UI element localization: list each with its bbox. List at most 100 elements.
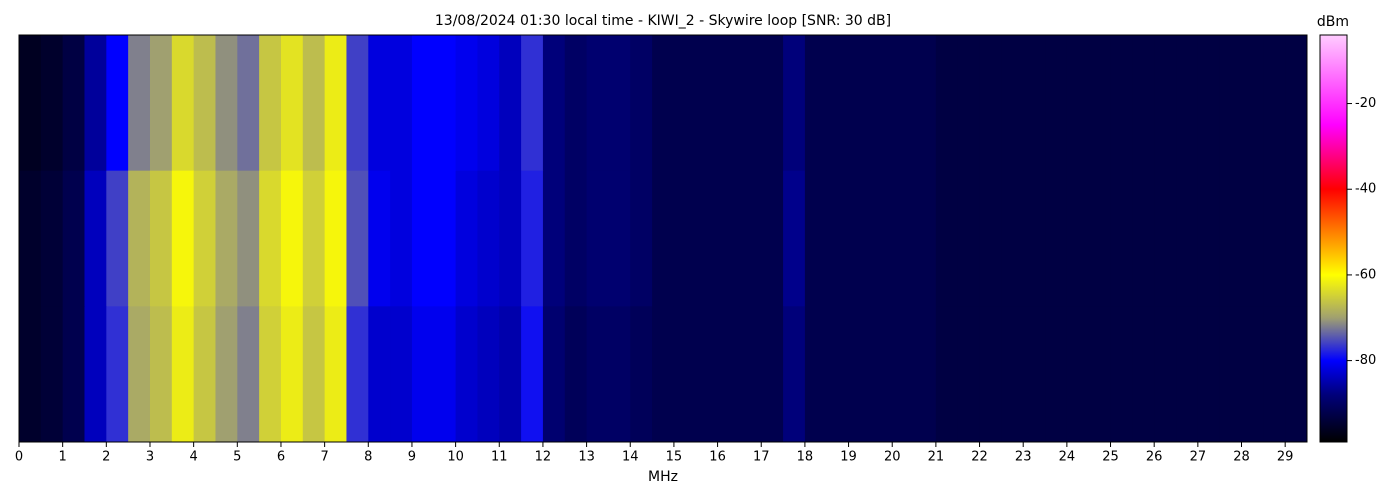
heatmap-cell (1219, 35, 1243, 172)
heatmap-cell (521, 170, 544, 307)
heatmap-cell (411, 35, 435, 172)
heatmap-cell (259, 35, 282, 172)
heatmap-cell (564, 35, 588, 172)
heatmap-cell (149, 306, 173, 443)
heatmap-cell (324, 306, 347, 443)
heatmap-cell (499, 170, 522, 307)
heatmap-cell (62, 306, 85, 443)
heatmap-cell (280, 35, 304, 172)
heatmap-cell (935, 306, 959, 443)
heatmap-cell (40, 170, 64, 307)
heatmap-cell (84, 170, 107, 307)
heatmap-cell (433, 170, 457, 307)
heatmap-cell (40, 35, 64, 172)
heatmap-cell (171, 306, 195, 443)
heatmap-cell (1110, 170, 1133, 307)
heatmap-cell (826, 170, 850, 307)
heatmap-cell (237, 35, 260, 172)
heatmap-cell (1241, 35, 1264, 172)
heatmap-cell (1285, 35, 1308, 172)
heatmap-cell (848, 170, 871, 307)
heatmap-cell (914, 306, 937, 443)
heatmap-cell (193, 35, 216, 172)
heatmap-cell (1197, 306, 1221, 443)
heatmap-cell (346, 306, 369, 443)
x-tick-label: 8 (364, 450, 372, 465)
heatmap-cell (302, 306, 326, 443)
heatmap-cell (1066, 306, 1090, 443)
heatmap-cell (346, 35, 369, 172)
heatmap-cell (630, 170, 653, 307)
heatmap-cell (979, 306, 1002, 443)
heatmap-cell (499, 306, 522, 443)
heatmap-cell (1045, 170, 1068, 307)
heatmap-cell (280, 306, 304, 443)
x-tick-label: 22 (971, 450, 988, 465)
x-tick-label: 19 (840, 450, 857, 465)
heatmap-cell (804, 306, 828, 443)
heatmap-cell (455, 170, 478, 307)
heatmap-cell (1066, 35, 1090, 172)
heatmap-cell (695, 170, 719, 307)
x-tick-label: 20 (884, 450, 901, 465)
heatmap-cell (1045, 306, 1068, 443)
heatmap-cell (368, 35, 391, 172)
heatmap-cell (128, 35, 151, 172)
heatmap-cell (1263, 306, 1286, 443)
heatmap-cell (1176, 35, 1199, 172)
heatmap-cell (499, 35, 522, 172)
colorbar-label: dBm (1317, 14, 1349, 30)
heatmap-cell (324, 170, 347, 307)
heatmap-cell (783, 306, 806, 443)
x-tick-label: 1 (59, 450, 67, 465)
x-axis-label: MHz (648, 469, 678, 485)
heatmap-cell (1154, 170, 1177, 307)
x-tick-label: 4 (190, 450, 198, 465)
heatmap-cell (171, 35, 195, 172)
colorbar (1319, 34, 1348, 443)
heatmap-cell (368, 170, 391, 307)
heatmap-cell (1088, 306, 1112, 443)
x-tick-label: 0 (15, 450, 23, 465)
x-tick-label: 3 (146, 450, 154, 465)
heatmap-cell (848, 306, 871, 443)
x-tick-label: 2 (102, 450, 110, 465)
heatmap-cell (390, 35, 413, 172)
heatmap-cell (193, 306, 216, 443)
x-tick-label: 16 (709, 450, 726, 465)
heatmap-cell (586, 306, 609, 443)
heatmap-cell (62, 35, 85, 172)
heatmap-cell (586, 170, 609, 307)
heatmap-cell (630, 306, 653, 443)
heatmap-cell (783, 170, 806, 307)
heatmap-cell (128, 170, 151, 307)
heatmap-cell (368, 306, 391, 443)
heatmap-cell (19, 170, 42, 307)
heatmap-cell (215, 306, 238, 443)
heatmap-cell (608, 170, 631, 307)
heatmap-cell (673, 306, 697, 443)
heatmap-cell (477, 306, 500, 443)
x-tick-label: 15 (666, 450, 683, 465)
heatmap-cell (1154, 306, 1177, 443)
x-tick-label: 6 (277, 450, 285, 465)
heatmap-cell (914, 35, 937, 172)
heatmap-cell (1154, 35, 1177, 172)
heatmap-cell (1110, 306, 1133, 443)
x-tick-label: 26 (1146, 450, 1163, 465)
heatmap-cell (1176, 306, 1199, 443)
heatmap-cell (106, 170, 129, 307)
heatmap-cell (1176, 170, 1199, 307)
heatmap-cell (1219, 170, 1243, 307)
heatmap-cell (826, 306, 850, 443)
heatmap-cell (1197, 170, 1221, 307)
colorbar-tick-label: -80 (1355, 353, 1376, 368)
heatmap-cell (280, 170, 304, 307)
heatmap-cell (40, 306, 64, 443)
heatmap-cell (1023, 35, 1046, 172)
heatmap-cell (1088, 35, 1112, 172)
heatmap-cell (390, 170, 413, 307)
heatmap-cell (979, 170, 1002, 307)
heatmap-cell (892, 306, 915, 443)
heatmap-cell (542, 306, 566, 443)
